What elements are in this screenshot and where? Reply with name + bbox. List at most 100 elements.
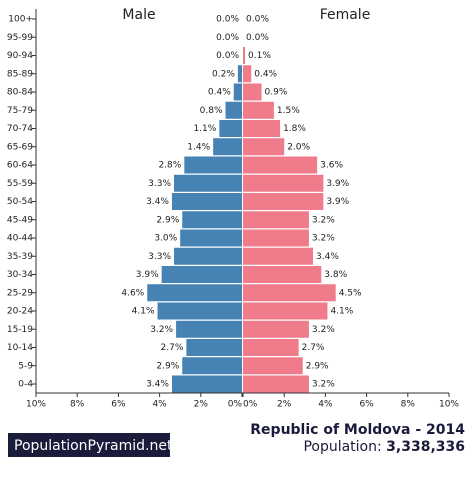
category-label: 65-69	[7, 142, 33, 152]
value-label: 2.9%	[156, 215, 179, 225]
category-label: 55-59	[7, 179, 33, 189]
population: Population: 3,338,336	[303, 439, 465, 455]
value-label: 3.4%	[146, 197, 169, 207]
bar-male	[157, 302, 242, 320]
value-label: 3.9%	[326, 179, 349, 189]
category-label: 50-54	[7, 197, 33, 207]
bar-female	[243, 247, 314, 265]
category-label: 40-44	[7, 234, 33, 244]
brand: PopulationPyramid.net	[14, 438, 173, 454]
value-label: 2.0%	[287, 142, 310, 152]
value-label: 2.9%	[306, 361, 329, 371]
category-label: 85-89	[7, 69, 33, 79]
value-label: 3.6%	[320, 161, 343, 171]
value-label: 2.7%	[302, 343, 325, 353]
category-label: 25-29	[7, 288, 33, 298]
value-label: 2.7%	[161, 343, 184, 353]
x-tick-label: 10%	[26, 400, 46, 410]
category-label: 10-14	[7, 343, 33, 353]
category-label: 15-19	[7, 325, 33, 335]
x-tick-label: 4%	[318, 400, 333, 410]
x-tick-label: 0%	[228, 400, 243, 410]
bar-male	[147, 284, 242, 302]
chart-title: Republic of Moldova - 2014	[250, 422, 465, 438]
value-label: 3.4%	[146, 380, 169, 390]
bar-female	[243, 101, 274, 119]
bar-female	[243, 266, 322, 283]
value-label: 0.4%	[208, 88, 231, 98]
value-label: 0.0%	[246, 15, 269, 25]
value-label: 0.0%	[216, 15, 239, 25]
value-label: 0.2%	[212, 69, 235, 79]
bar-male	[171, 193, 242, 210]
value-label: 3.4%	[316, 252, 339, 262]
x-tick-label: 8%	[401, 400, 416, 410]
value-label: 3.2%	[312, 215, 335, 225]
bar-male	[176, 320, 242, 338]
legend-female: Female	[320, 7, 371, 23]
population-label: Population:	[303, 439, 381, 455]
value-label: 3.2%	[312, 325, 335, 335]
x-tick-label: 8%	[70, 400, 85, 410]
bar-female	[243, 156, 318, 174]
bar-female	[243, 302, 328, 320]
population-value: 3,338,336	[386, 439, 465, 455]
bar-female	[243, 83, 262, 101]
value-label: 1.1%	[193, 124, 216, 134]
brand-box	[8, 433, 170, 457]
bar-male	[237, 65, 242, 83]
bar-male	[182, 211, 242, 229]
bar-male	[171, 375, 242, 393]
value-label: 4.6%	[121, 288, 144, 298]
value-label: 3.8%	[324, 270, 347, 280]
value-label: 4.5%	[339, 288, 362, 298]
value-label: 0.0%	[216, 33, 239, 43]
bar-female	[243, 320, 309, 338]
bar-female	[243, 357, 303, 375]
value-label: 0.1%	[248, 51, 271, 61]
bar-male	[213, 138, 242, 156]
bar-female	[243, 211, 309, 229]
bar-male	[182, 357, 242, 375]
bar-female	[243, 120, 281, 137]
x-tick-label: 6%	[359, 400, 374, 410]
bar-male	[219, 120, 242, 137]
value-label: 0.9%	[265, 88, 288, 98]
bar-male	[174, 247, 242, 265]
category-label: 5-9	[18, 361, 33, 371]
category-label: 95-99	[7, 33, 33, 43]
bar-female	[243, 47, 246, 64]
bar-female	[243, 375, 309, 393]
category-label: 100+	[8, 15, 33, 25]
bar-male	[184, 156, 242, 174]
value-label: 3.3%	[148, 252, 171, 262]
value-label: 0.8%	[200, 106, 223, 116]
bar-female	[243, 65, 252, 83]
category-label: 35-39	[7, 252, 33, 262]
value-label: 1.5%	[277, 106, 300, 116]
x-tick-label: 2%	[194, 400, 209, 410]
value-label: 3.2%	[150, 325, 173, 335]
value-label: 3.9%	[326, 197, 349, 207]
value-label: 4.1%	[132, 307, 155, 317]
x-tick-label: 4%	[152, 400, 167, 410]
bar-female	[243, 138, 285, 156]
bar-female	[243, 229, 309, 247]
value-label: 1.8%	[283, 124, 306, 134]
bar-female	[243, 284, 336, 302]
category-label: 30-34	[7, 270, 33, 280]
x-tick-label: 6%	[111, 400, 126, 410]
value-label: 3.2%	[312, 380, 335, 390]
bar-male	[180, 229, 242, 247]
value-label: 0.4%	[254, 69, 277, 79]
bar-male	[233, 83, 242, 101]
value-label: 2.8%	[158, 161, 181, 171]
category-label: 45-49	[7, 215, 33, 225]
x-tick-label: 0%	[243, 400, 258, 410]
value-label: 3.0%	[154, 234, 177, 244]
value-label: 4.1%	[330, 307, 353, 317]
bar-male	[225, 101, 242, 119]
bar-male	[174, 174, 242, 192]
bar-male	[161, 266, 242, 283]
